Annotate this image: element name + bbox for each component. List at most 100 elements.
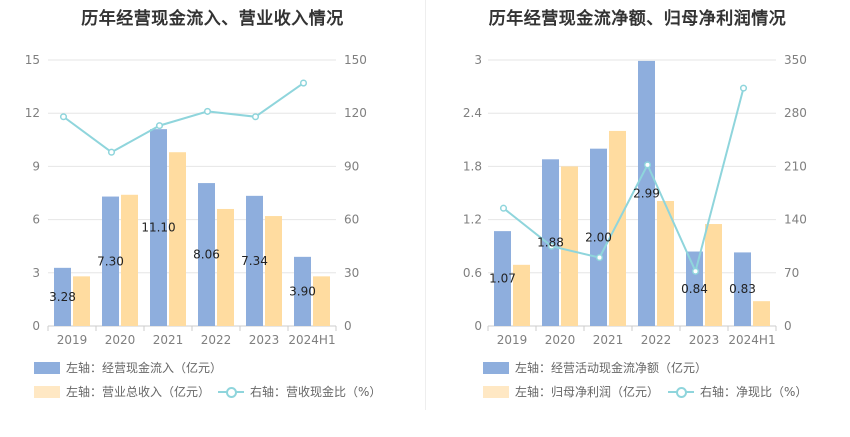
legend-swatch-blue [34, 361, 60, 374]
y-left-tick-label: 0.6 [463, 266, 482, 280]
data-label: 0.84 [681, 282, 708, 296]
bar-cash-inflow [294, 256, 311, 326]
data-label: 0.83 [729, 282, 756, 296]
bar-net-profit [705, 224, 722, 326]
x-tick-label: 2023 [689, 333, 720, 347]
data-label: 3.28 [49, 290, 76, 304]
legend-label: 左轴：归母净利润（亿元） [515, 385, 660, 399]
legend-item-line[interactable]: 右轴：净现比（%） [668, 383, 807, 400]
y-left-tick-label: 9 [32, 159, 40, 173]
data-label: 7.34 [241, 254, 268, 268]
y-right-tick-label: 70 [784, 266, 799, 280]
bar-cash-inflow [198, 183, 215, 326]
bar-net-cashflow [734, 252, 751, 326]
bar-cash-inflow [102, 196, 119, 326]
x-tick-label: 2020 [105, 333, 136, 347]
chart-title: 历年经营现金流入、营业收入情况 [81, 9, 344, 29]
data-label: 1.07 [489, 272, 516, 286]
data-label: 8.06 [193, 248, 220, 262]
legend-item-bar2[interactable]: 左轴：营业总收入（亿元） [34, 383, 210, 400]
legend-label: 左轴：营业总收入（亿元） [66, 385, 211, 399]
chart-panel-net-cashflow: 历年经营现金流净额、归母净利润情况 0 0 0.6 70 1.2 140 1.8 210 2.4… [425, 0, 850, 437]
legend-label: 左轴：经营活动现金流净额（亿元） [515, 361, 708, 375]
x-tick-label: 2019 [497, 333, 528, 347]
x-tick-label: 2022 [201, 333, 232, 347]
y-right-tick-label: 90 [344, 159, 359, 173]
y-right-tick-label: 0 [784, 319, 792, 333]
ratio-point [251, 113, 260, 121]
ratio-point [595, 254, 604, 262]
panel-divider [425, 0, 426, 410]
legend-label: 右轴：营收现金比（%） [250, 385, 382, 399]
chart-title: 历年经营现金流净额、归母净利润情况 [488, 9, 787, 29]
bar-revenue [265, 216, 282, 326]
y-right-tick-label: 140 [784, 213, 807, 227]
bar-cash-inflow [54, 267, 71, 326]
x-tick-label: 2019 [57, 333, 88, 347]
bar-revenue [121, 194, 138, 326]
y-right-tick-label: 210 [784, 159, 807, 173]
y-left-tick-label: 6 [32, 213, 40, 227]
x-tick-label: 2023 [249, 333, 280, 347]
y-right-tick-label: 0 [344, 319, 352, 333]
y-left-tick-label: 3 [32, 266, 40, 280]
y-right-tick-label: 120 [344, 106, 367, 120]
y-left-tick-label: 2.4 [463, 106, 482, 120]
ratio-point [107, 148, 116, 156]
bar-net-cashflow [542, 159, 559, 326]
bar-net-cashflow [590, 148, 607, 326]
y-right-tick-label: 150 [344, 53, 367, 67]
x-tick-label: 2022 [641, 333, 672, 347]
y-left-tick-label: 12 [25, 106, 40, 120]
ratio-point [643, 161, 652, 169]
y-right-tick-label: 280 [784, 106, 807, 120]
bar-net-profit [561, 166, 578, 326]
legend-item-bar1[interactable]: 左轴：经营活动现金流净额（亿元） [483, 359, 707, 376]
legend-swatch-yellow [483, 385, 509, 398]
legend-swatch-yellow [34, 385, 60, 398]
data-label: 7.30 [97, 254, 124, 268]
chart-plot-area: 0 0 3 30 6 60 9 90 12 120 15 150 2019 2020 2021 2022 202… [25, 53, 367, 347]
y-left-tick-label: 0 [474, 319, 482, 333]
y-left-tick-label: 15 [25, 53, 40, 67]
legend-line-marker-icon [218, 386, 244, 398]
bar-revenue [313, 276, 330, 326]
legend-label: 右轴：净现比（%） [700, 385, 808, 399]
y-right-tick-label: 350 [784, 53, 807, 67]
x-tick-label: 2021 [593, 333, 624, 347]
ratio-point [691, 267, 700, 275]
ratio-line [502, 87, 745, 275]
x-tick-label: 2021 [153, 333, 184, 347]
bar-net-profit [609, 130, 626, 326]
ratio-point [739, 84, 748, 92]
bar-revenue [73, 276, 90, 326]
chart-panel-cash-inflow: 历年经营现金流入、营业收入情况 0 0 3 30 6 60 9 90 12 120 15 150 201… [25, 9, 382, 400]
ratio-point [203, 107, 212, 115]
bar-revenue [217, 208, 234, 326]
y-right-tick-label: 60 [344, 213, 359, 227]
bar-net-cashflow [494, 231, 511, 326]
data-label: 3.90 [289, 284, 316, 298]
ratio-line [62, 82, 305, 154]
bar-net-profit [657, 200, 674, 326]
bar-net-profit [513, 264, 530, 326]
x-tick-label: 2024H1 [728, 333, 775, 347]
bar-cash-inflow [246, 195, 263, 326]
y-left-tick-label: 0 [32, 319, 40, 333]
legend-item-line[interactable]: 右轴：营收现金比（%） [218, 383, 381, 400]
ratio-point [499, 204, 508, 212]
legend-label: 左轴：经营现金流入（亿元） [66, 361, 223, 375]
legend-item-bar1[interactable]: 左轴：经营现金流入（亿元） [34, 359, 222, 376]
ratio-point [299, 79, 308, 87]
data-label: 11.10 [141, 221, 175, 235]
bar-revenue [169, 152, 186, 326]
chart-plot-area: 0 0 0.6 70 1.2 140 1.8 210 2.4 280 3 350 2019 2020 202… [463, 53, 807, 347]
legend-item-bar2[interactable]: 左轴：归母净利润（亿元） [483, 383, 659, 400]
data-label: 1.88 [537, 236, 564, 250]
legend-line-marker-icon [668, 386, 694, 398]
data-label: 2.00 [585, 230, 612, 244]
ratio-point [155, 122, 164, 130]
y-left-tick-label: 1.8 [463, 159, 482, 173]
ratio-point [547, 242, 556, 250]
y-left-tick-label: 3 [474, 53, 482, 67]
